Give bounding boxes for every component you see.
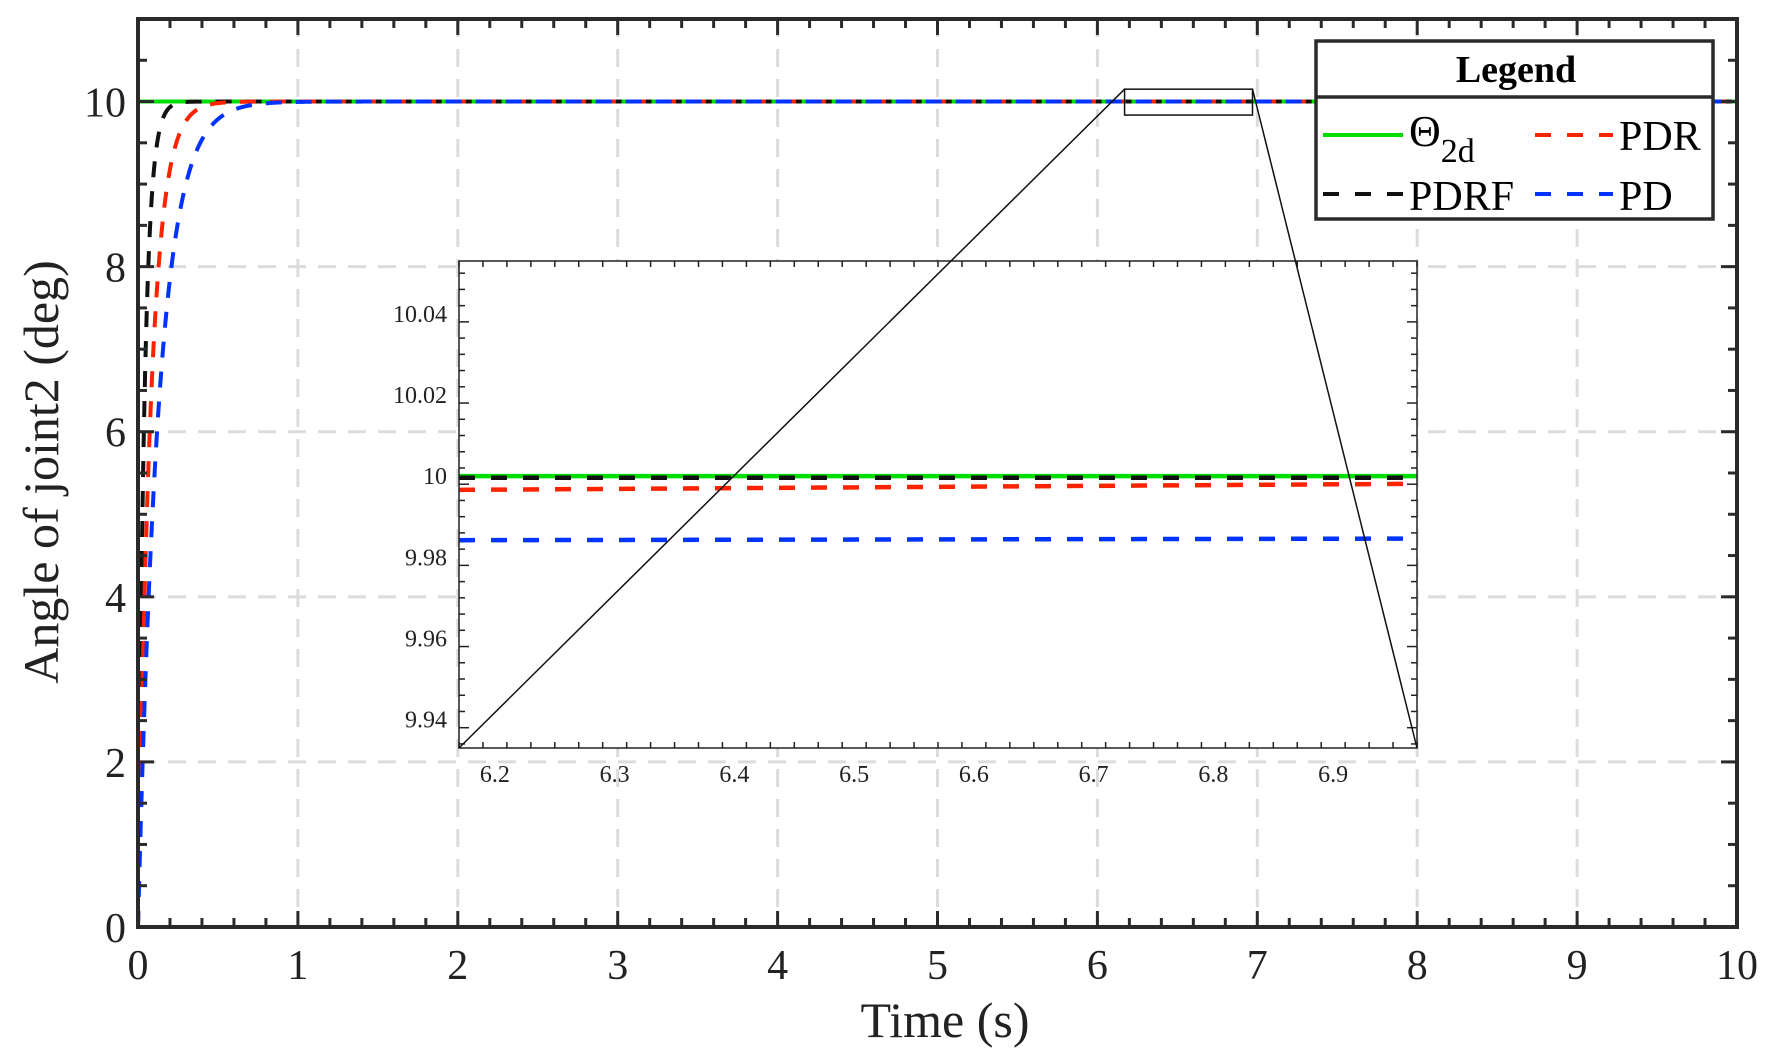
inset-x-tick-label: 6.4 [719,762,749,788]
y-tick-label: 8 [105,246,126,292]
x-tick-label: 8 [1407,943,1428,989]
plot-frame [136,17,1739,929]
y-tick-label: 10 [84,81,126,127]
inset-x-tick-label: 6.2 [480,762,510,788]
x-tick-label: 5 [927,943,948,989]
main-axes: 0 1 2 3 4 5 6 7 8 9 10 0 2 4 6 8 10 [84,17,1758,989]
y-tick-label: 2 [105,741,126,787]
inset-y-tick-label: 10.04 [393,302,447,328]
zoom-connector-line [458,88,1126,749]
legend-box [1314,39,1715,221]
x-tick-label: 2 [447,943,468,989]
inset-y-tick-label: 10.02 [393,383,447,409]
inset-x-tick-label: 6.5 [839,762,869,788]
x-tick-label: 1 [287,943,308,989]
x-tick-label: 0 [128,943,149,989]
legend-label-pdr: PDR [1619,114,1701,160]
x-tick-label: 7 [1247,943,1268,989]
inset-x-tick-label: 6.8 [1198,762,1228,788]
x-tick-label: 3 [607,943,628,989]
inset-y-tick-label: 9.94 [405,708,447,734]
x-tick-label: 9 [1567,943,1588,989]
inset-x-tick-label: 6.3 [600,762,630,788]
series-line-pd [136,99,1737,928]
y-tick-label: 4 [105,576,126,622]
inset-x-tick-label: 6.9 [1318,762,1348,788]
inset-y-tick-label: 9.98 [405,545,447,571]
x-tick-label: 10 [1716,943,1758,989]
inset-x-tick-label: 6.7 [1079,762,1109,788]
legend: Legend Θ2d PDR PDRF PD [1314,39,1715,221]
inset-x-tick-label: 6.6 [959,762,989,788]
inset-background [459,261,1417,748]
zoom-connector-line [1251,88,1418,749]
legend-title: Legend [1456,49,1576,91]
x-axis-label: Time (s) [860,992,1029,1048]
y-axis-label: Angle of joint2 (deg) [13,260,69,684]
legend-label-theta: Θ2d [1409,107,1475,170]
x-tick-label: 4 [767,943,788,989]
inset-frame [458,260,1418,749]
zoom-inset: 6.2 6.3 6.4 6.5 6.6 6.7 6.8 6.9 9.94 9.96 9.98 10 10… [393,88,1418,788]
x-tick-label: 6 [1087,943,1108,989]
inset-y-tick-label: 9.96 [405,626,447,652]
inset-y-tick-label: 10 [423,464,447,490]
main-series [136,99,1737,928]
zoom-region-box [1123,88,1254,116]
y-tick-label: 6 [105,411,126,457]
y-tick-label: 0 [105,906,126,952]
legend-label-pdrf: PDRF [1409,174,1514,220]
legend-label-pd: PD [1619,174,1673,220]
